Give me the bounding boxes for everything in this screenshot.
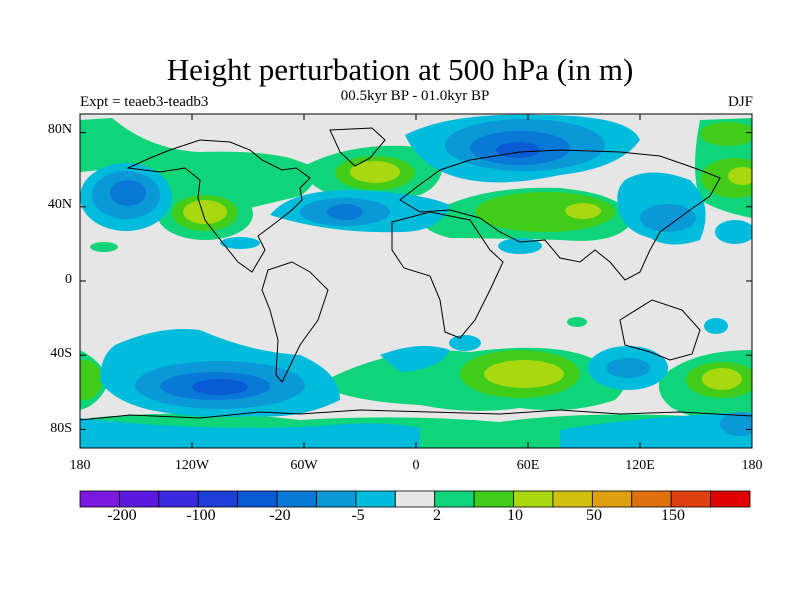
map-area [80,114,752,448]
coastline-australia [619,299,701,361]
anomaly-region [640,204,696,232]
colorbar-label: -20 [269,507,291,524]
colorbar-label: -200 [107,507,137,524]
anomaly-region [720,412,752,436]
colorbar-swatch [513,490,554,508]
colorbar-swatch [591,490,633,508]
anomaly-region [449,335,481,351]
anomaly-region [110,180,146,206]
colorbar [79,490,751,508]
lon-label-120e: 120E [625,458,655,473]
colorbar-swatch [394,490,436,508]
lon-label-0: 0 [412,458,420,473]
lon-label-180e: 180 [741,458,763,473]
anomaly-region [90,242,118,252]
anomaly-region [80,360,102,400]
colorbar-label: 150 [661,507,685,524]
lon-label-120w: 120W [174,458,210,473]
colorbar-swatch [631,490,672,508]
lon-label-180w: 180 [69,458,91,473]
experiment-label: Expt = teaeb3-teadb3 [80,94,209,110]
colorbar-swatch [119,490,160,508]
anomaly-region [715,220,752,244]
anomaly-region [496,142,540,158]
anomaly-region [565,203,601,219]
lon-label-60w: 60W [290,458,318,473]
colorbar-swatch [237,490,278,508]
plot-subtitle: 00.5kyr BP - 01.0kyr BP [340,88,490,104]
colorbar-swatch [79,490,120,508]
colorbar-swatch [197,490,239,508]
anomaly-region [183,200,227,224]
colorbar-label: 10 [507,507,523,524]
longitude-ticks [79,114,753,448]
season-label: DJF [727,94,753,110]
lat-label-0: 0 [65,272,72,287]
colorbar-label: 50 [586,507,602,524]
colorbar-label: -5 [351,507,365,524]
coastline-eurasia [399,149,721,281]
lat-label-40s: 40S [50,346,72,361]
lat-label-80s: 80S [50,421,72,436]
anomaly-region [700,122,752,146]
anomaly-region [560,412,752,448]
lat-label-40n: 40N [47,197,72,212]
anomaly-region [567,317,587,327]
anomaly-region [80,118,318,215]
anomaly-region [498,238,542,254]
anomaly-region [484,360,564,388]
anomaly-region [380,346,450,372]
coastline-south-america [261,261,329,383]
colorbar-swatch [473,490,514,508]
anomaly-region [475,192,615,232]
anomaly-region [704,318,728,334]
colorbar-swatch [316,490,357,508]
colorbar-swatch [158,490,199,508]
anomaly-region [350,161,400,183]
colorbar-swatch [434,490,475,508]
coastline-greenland [329,127,386,167]
plot-title: Height perturbation at 500 hPa (in m) [166,52,634,87]
colorbar-label: -100 [186,507,216,524]
colorbar-swatch [552,490,593,508]
colorbar-swatch [710,490,751,508]
anomaly-region [80,418,420,448]
coastlines [80,127,752,421]
coastline-africa [391,211,504,339]
coastline-antarctica [80,409,752,421]
anomaly-region [728,167,752,185]
colorbar-swatch [276,490,317,508]
anomaly-region [606,358,650,378]
anomaly-region [327,204,363,220]
positive-anomaly-regions [80,118,752,448]
colorbar-swatch [355,490,396,508]
anomaly-region [220,237,260,249]
lat-label-80n: 80N [47,122,72,137]
latitude-ticks [80,132,752,430]
lon-label-60e: 60E [516,458,540,473]
colorbar-label: 2 [433,507,441,524]
colorbar-swatch [670,490,711,508]
anomaly-region [192,379,248,395]
coastline-north-america [126,139,311,273]
anomaly-region [702,368,742,390]
